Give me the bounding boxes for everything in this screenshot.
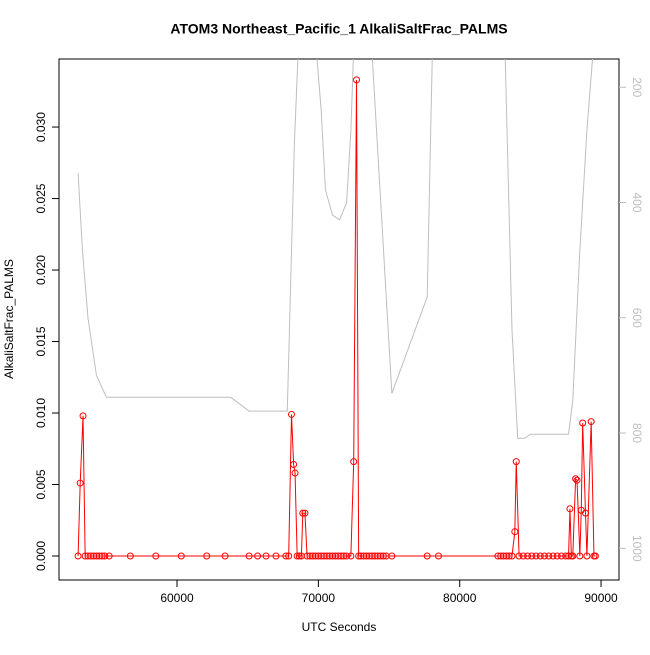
- point: [508, 552, 516, 560]
- point: [505, 552, 513, 560]
- point: [582, 509, 590, 517]
- y-tick-label: 0.015: [34, 326, 48, 356]
- point: [293, 552, 301, 560]
- point: [285, 552, 293, 560]
- series-line: [77, 59, 594, 439]
- point: [76, 479, 84, 487]
- point: [573, 476, 581, 484]
- chart-title: ATOM3 Northeast_Pacific_1 AlkaliSaltFrac…: [170, 21, 507, 37]
- point: [340, 552, 348, 560]
- y2-tick-label: 600: [630, 308, 644, 328]
- point: [583, 552, 591, 560]
- y2-tick-label: 200: [630, 77, 644, 97]
- point: [282, 552, 290, 560]
- point: [79, 412, 87, 420]
- point: [272, 552, 280, 560]
- y2-tick-label: 400: [630, 192, 644, 212]
- y2-tick-label: 1000: [630, 535, 644, 562]
- point: [557, 552, 565, 560]
- point: [532, 552, 540, 560]
- x-tick-label: 80000: [443, 591, 477, 605]
- point: [565, 552, 573, 560]
- point: [291, 469, 299, 477]
- x-tick-label: 60000: [160, 591, 194, 605]
- y-tick-label: 0.000: [34, 541, 48, 571]
- point: [177, 552, 185, 560]
- point: [221, 552, 229, 560]
- y-tick-label: 0.020: [34, 255, 48, 285]
- point: [98, 552, 106, 560]
- point: [355, 552, 363, 560]
- point: [288, 410, 296, 418]
- point: [379, 552, 387, 560]
- x-tick-label: 70000: [302, 591, 336, 605]
- y-axis-label: AlkaliSaltFrac_PALMS: [2, 259, 16, 379]
- point: [528, 552, 536, 560]
- point: [245, 552, 253, 560]
- point: [545, 552, 553, 560]
- point: [587, 418, 595, 426]
- point: [350, 458, 358, 466]
- point: [295, 552, 303, 560]
- x-tick-label: 90000: [584, 591, 618, 605]
- point: [203, 552, 211, 560]
- point: [105, 552, 113, 560]
- point: [290, 460, 298, 468]
- point: [515, 552, 523, 560]
- y2-tick-label: 800: [630, 423, 644, 443]
- point: [262, 552, 270, 560]
- y-tick-label: 0.025: [34, 183, 48, 213]
- point: [536, 552, 544, 560]
- series-line: [77, 79, 596, 557]
- point: [524, 552, 532, 560]
- point: [579, 419, 587, 427]
- point: [423, 552, 431, 560]
- point: [74, 552, 82, 560]
- point: [566, 505, 574, 513]
- point: [572, 475, 580, 483]
- point: [254, 552, 262, 560]
- point: [519, 552, 527, 560]
- point: [435, 552, 443, 560]
- point: [541, 552, 549, 560]
- plot-frame: [58, 58, 620, 581]
- x-axis-label: UTC Seconds: [302, 620, 377, 634]
- point: [591, 552, 599, 560]
- point: [511, 528, 519, 536]
- point: [152, 552, 160, 560]
- point: [549, 552, 557, 560]
- point: [347, 552, 355, 560]
- point: [353, 76, 361, 84]
- point: [512, 458, 520, 466]
- y-tick-label: 0.030: [34, 112, 48, 142]
- point: [576, 552, 584, 560]
- point: [553, 552, 561, 560]
- point: [101, 552, 109, 560]
- point: [388, 552, 396, 560]
- point: [569, 552, 577, 560]
- point: [126, 552, 134, 560]
- point: [301, 509, 309, 517]
- point: [343, 552, 351, 560]
- plot-area: [74, 59, 599, 560]
- point: [299, 509, 307, 517]
- y-tick-label: 0.005: [34, 469, 48, 499]
- y-tick-label: 0.010: [34, 398, 48, 428]
